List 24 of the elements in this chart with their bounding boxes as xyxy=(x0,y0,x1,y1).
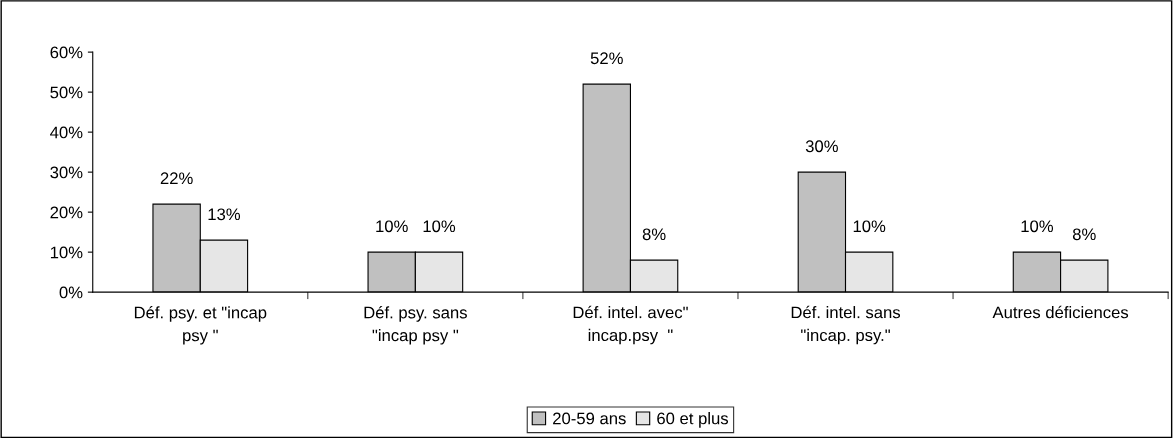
y-tick-label: 30% xyxy=(50,166,83,179)
y-tick-label: 10% xyxy=(50,246,83,259)
data-label: 8% xyxy=(1072,228,1096,241)
data-label: 52% xyxy=(590,52,623,65)
data-label: 22% xyxy=(160,172,193,185)
data-label: 10% xyxy=(853,220,886,233)
data-label: 30% xyxy=(805,140,838,153)
y-tick-label: 0% xyxy=(59,286,83,299)
y-tick-label: 40% xyxy=(50,126,83,139)
data-label: 10% xyxy=(423,220,456,233)
x-tick-label: Déf. psy. sans "incap psy " xyxy=(364,306,467,345)
x-tick-label: Déf. intel. sans "incap. psy." xyxy=(791,305,901,345)
data-label: 13% xyxy=(208,208,241,221)
y-tick-label: 20% xyxy=(50,206,83,219)
y-tick-label: 60% xyxy=(50,46,83,59)
data-label: 8% xyxy=(642,228,666,241)
legend-label: 60 et plus xyxy=(657,412,729,428)
y-tick-label: 50% xyxy=(50,86,83,99)
x-tick-label: Autres déficiences xyxy=(992,305,1129,319)
legend-label: 20-59 ans xyxy=(553,412,626,425)
data-label: 10% xyxy=(1021,220,1054,233)
x-tick-label: Déf. psy. et "incap psy " xyxy=(134,306,267,345)
x-tick-label: Déf. intel. avec" incap.psy " xyxy=(573,305,688,345)
data-label: 10% xyxy=(376,220,408,233)
